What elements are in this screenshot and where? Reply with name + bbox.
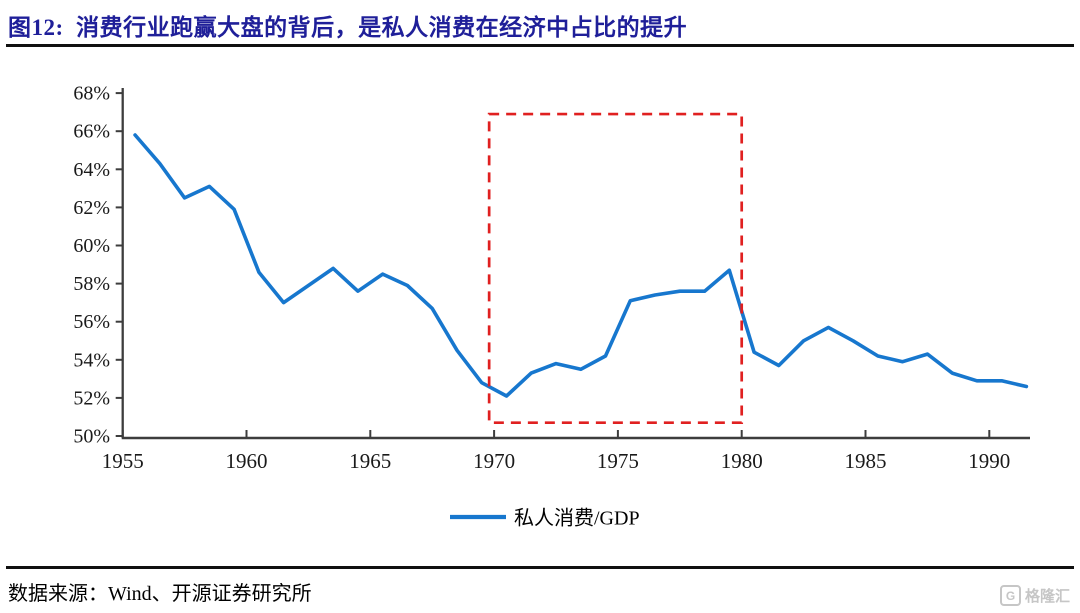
- y-tick-label: 56%: [73, 311, 110, 333]
- y-tick-label: 54%: [73, 349, 110, 371]
- x-tick-label: 1960: [226, 449, 268, 473]
- x-tick-label: 1985: [845, 449, 887, 473]
- y-tick-label: 58%: [73, 273, 110, 295]
- gelonghui-logo-icon: G: [999, 585, 1021, 606]
- y-tick-label: 60%: [73, 235, 110, 257]
- footer-divider: [6, 566, 1074, 569]
- gelonghui-watermark-text: 格隆汇: [1024, 588, 1070, 605]
- y-tick-label: 64%: [73, 159, 110, 181]
- data-source-note: 数据来源：Wind、开源证券研究所: [8, 583, 312, 605]
- x-tick-label: 1975: [597, 449, 639, 473]
- y-tick-label: 50%: [73, 426, 110, 448]
- x-tick-label: 1965: [349, 449, 391, 473]
- private-consumption-gdp-line-chart: 68% 66% 64% 62% 60% 58% 56% 54% 52% 50%1955 1960 19…: [73, 83, 1030, 530]
- gelonghui-watermark: G 格隆汇: [999, 585, 1070, 606]
- y-tick-label: 66%: [73, 121, 110, 143]
- y-tick-label: 68%: [73, 83, 110, 105]
- highlight-box: [487, 112, 744, 425]
- legend-label: 私人消费/GDP: [514, 507, 640, 530]
- x-tick-label: 1955: [102, 449, 144, 473]
- title-divider: [6, 44, 1074, 47]
- y-tick-label: 62%: [73, 197, 110, 219]
- x-tick-label: 1990: [968, 449, 1010, 473]
- x-tick-label: 1980: [721, 449, 763, 473]
- series-line: [133, 133, 1029, 398]
- y-tick-label: 52%: [73, 387, 110, 409]
- x-tick-label: 1970: [473, 449, 515, 473]
- figure-title: 图12: 消费行业跑赢大盘的背后，是私人消费在经济中占比的提升: [8, 15, 688, 40]
